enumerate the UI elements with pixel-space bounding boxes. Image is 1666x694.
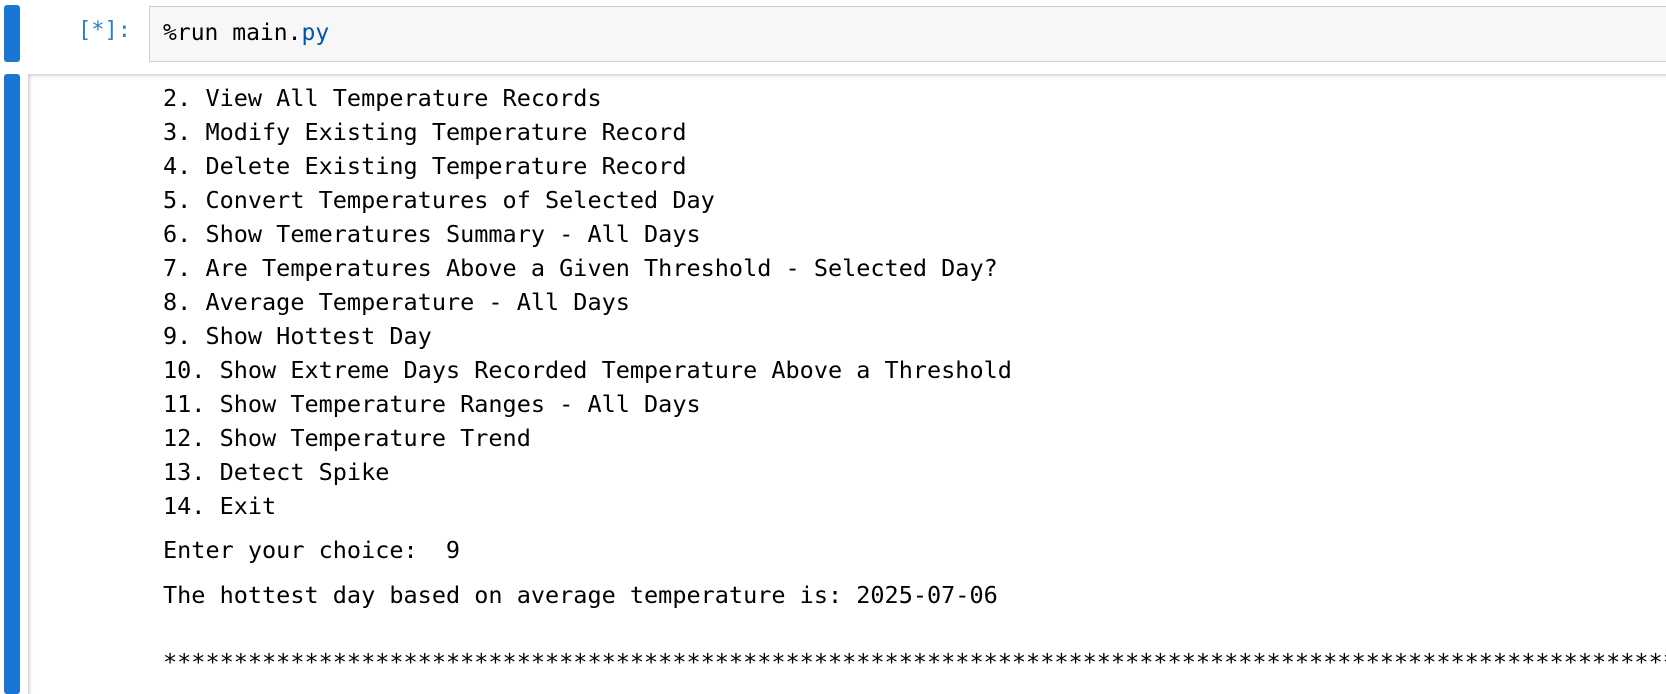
cell-prompt: [*]: [78,18,131,43]
menu-line: 14. Exit [163,492,277,520]
menu-line: 10. Show Extreme Days Recorded Temperatu… [163,356,1012,384]
menu-line: 3. Modify Existing Temperature Record [163,118,687,146]
output-area: 2. View All Temperature Records 3. Modify… [28,74,1666,694]
menu-line: 9. Show Hottest Day [163,322,432,350]
input-prompt: Enter your choice: [163,536,432,564]
menu-line: 6. Show Temeratures Summary - All Days [163,220,701,248]
code-text[interactable]: %run main.py [163,20,329,46]
input-line: Enter your choice: 9 [163,533,460,567]
menu-line: 4. Delete Existing Temperature Record [163,152,687,180]
menu-line: 2. View All Temperature Records [163,84,602,112]
menu-line: 8. Average Temperature - All Days [163,288,630,316]
menu-line: 13. Detect Spike [163,458,390,486]
menu-line: 7. Are Temperatures Above a Given Thresh… [163,254,998,282]
cell-selection-bar [4,5,20,62]
code-token: %run main. [163,20,302,46]
code-token: py [301,20,330,46]
menu-line: 11. Show Temperature Ranges - All Days [163,390,701,418]
code-editor[interactable]: %run main.py [149,6,1666,62]
input-value[interactable]: 9 [445,536,460,564]
result-line: The hottest day based on average tempera… [163,581,998,609]
menu-line: 12. Show Temperature Trend [163,424,531,452]
page: [*]: %run main.py 2. View All Temperatur… [4,5,1666,694]
menu-line: 5. Convert Temperatures of Selected Day [163,186,715,214]
separator-line: ****************************************… [163,648,1666,676]
output-selection-bar [4,74,20,694]
